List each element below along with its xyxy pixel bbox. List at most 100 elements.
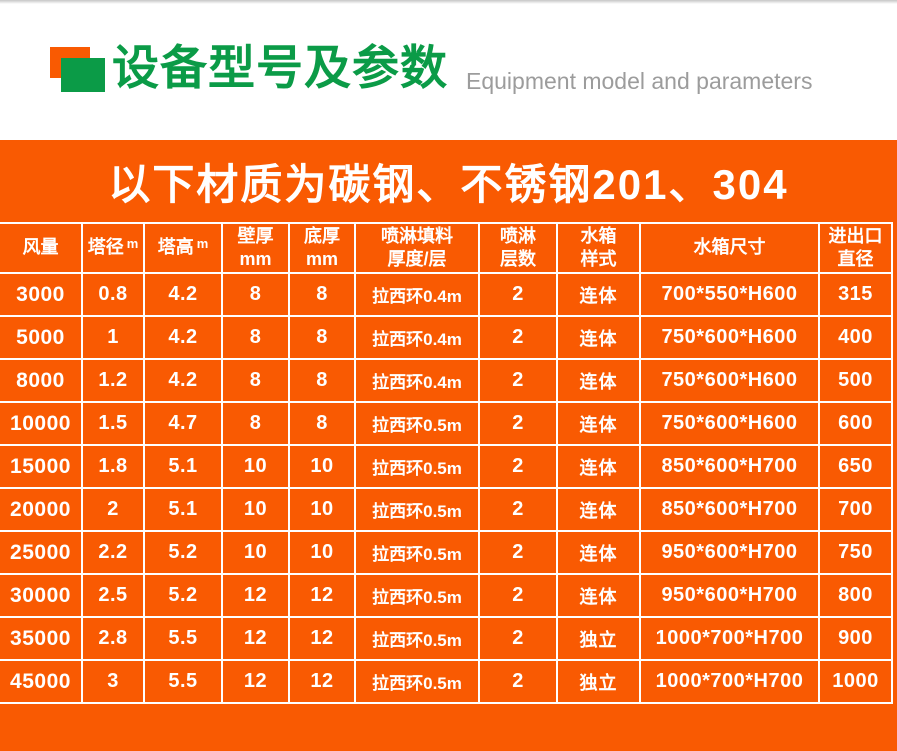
table-cell: 4.2 [145,317,221,358]
table-cell: 1.5 [83,403,143,444]
table-cell: 650 [820,446,891,487]
table-cell: 8 [223,317,288,358]
table-cell: 3000 [0,274,81,315]
table-cell: 1.2 [83,360,143,401]
table-cell: 拉西环0.5m [356,575,478,616]
table-cell: 0.8 [83,274,143,315]
table-cell: 8 [290,403,354,444]
table-cell: 15000 [0,446,81,487]
table-cell: 10 [290,532,354,573]
header-unit: m [126,236,139,252]
table-cell: 2 [480,661,556,702]
header-cell: 进出口 直径 [820,224,891,272]
table-cell: 连体 [558,489,639,530]
table-cell: 750*600*H600 [641,403,818,444]
table-cell: 950*600*H700 [641,532,818,573]
table-cell: 10 [223,489,288,530]
table-cell: 拉西环0.5m [356,446,478,487]
table-cell: 1000*700*H700 [641,661,818,702]
table-cell: 315 [820,274,891,315]
table-cell: 拉西环0.5m [356,403,478,444]
table-cell: 10 [290,446,354,487]
table-cell: 2 [480,446,556,487]
table-cell: 2 [480,618,556,659]
material-banner: 以下材质为碳钢、不锈钢201、304 [108,160,789,208]
table-cell: 10 [223,532,288,573]
table-cell: 2 [480,360,556,401]
header-cell: 风量 [0,224,81,272]
table-cell: 2 [480,532,556,573]
page-title-cn: 设备型号及参数 [112,41,448,94]
table-cell: 拉西环0.4m [356,317,478,358]
spec-table: 风量 塔径 m 塔高 m 壁厚 mm 底厚 mm 喷淋填料 厚度/层 喷淋 层数 水箱 样式 水箱尺寸 进出口直… [0,222,893,704]
header-cell: 塔高 m [145,224,221,272]
header-cell: 水箱尺寸 [641,224,818,272]
table-cell: 拉西环0.5m [356,661,478,702]
table-cell: 拉西环0.5m [356,489,478,530]
table-cell: 5000 [0,317,81,358]
header-cell: 底厚 mm [290,224,354,272]
table-cell: 独立 [558,618,639,659]
table-cell: 2 [83,489,143,530]
table-cell: 拉西环0.5m [356,532,478,573]
table-cell: 3 [83,661,143,702]
page-title-en: Equipment model and parameters [466,68,813,94]
table-cell: 12 [223,575,288,616]
top-divider [0,0,897,4]
table-cell: 750*600*H600 [641,317,818,358]
header-cell: 喷淋 层数 [480,224,556,272]
table-cell: 950*600*H700 [641,575,818,616]
logo-green-square-icon [61,58,105,92]
table-cell: 5.1 [145,446,221,487]
table-cell: 8 [290,360,354,401]
table-cell: 600 [820,403,891,444]
table-cell: 20000 [0,489,81,530]
table-cell: 8000 [0,360,81,401]
table-cell: 2.2 [83,532,143,573]
table-cell: 400 [820,317,891,358]
table-cell: 连体 [558,532,639,573]
spec-table-wrapper: 风量 塔径 m 塔高 m 壁厚 mm 底厚 mm 喷淋填料 厚度/层 喷淋 层数 水箱 样式 水箱尺寸 进出口直… [0,222,897,704]
table-cell: 拉西环0.4m [356,274,478,315]
header-cell: 喷淋填料 厚度/层 [356,224,478,272]
table-cell: 5.2 [145,532,221,573]
table-cell: 2 [480,489,556,530]
table-cell: 25000 [0,532,81,573]
table-cell: 1000 [820,661,891,702]
table-cell: 连体 [558,446,639,487]
table-cell: 12 [290,575,354,616]
table-cell: 2.8 [83,618,143,659]
table-cell: 10 [290,489,354,530]
table-cell: 700 [820,489,891,530]
table-cell: 10 [223,446,288,487]
table-cell: 4.7 [145,403,221,444]
header-unit: m [196,236,209,252]
table-cell: 连体 [558,274,639,315]
table-cell: 850*600*H700 [641,489,818,530]
table-cell: 700*550*H600 [641,274,818,315]
title-section: 设备型号及参数 Equipment model and parameters [0,4,897,140]
table-cell: 1000*700*H700 [641,618,818,659]
table-cell: 2 [480,274,556,315]
table-cell: 1 [83,317,143,358]
table-cell: 独立 [558,661,639,702]
table-cell: 500 [820,360,891,401]
table-cell: 拉西环0.4m [356,360,478,401]
table-cell: 连体 [558,317,639,358]
header-cell: 塔径 m [83,224,143,272]
table-cell: 750*600*H600 [641,360,818,401]
table-cell: 750 [820,532,891,573]
table-cell: 850*600*H700 [641,446,818,487]
table-cell: 12 [290,618,354,659]
table-cell: 连体 [558,360,639,401]
header-cell: 壁厚 mm [223,224,288,272]
table-cell: 5.1 [145,489,221,530]
table-cell: 8 [223,360,288,401]
header-cell: 水箱 样式 [558,224,639,272]
table-cell: 8 [223,403,288,444]
content-area: 以下材质为碳钢、不锈钢201、304 风量 塔径 m 塔高 m 壁厚 mm 底厚 mm 喷淋填料厚… [0,140,897,751]
table-cell: 4.2 [145,360,221,401]
table-cell: 拉西环0.5m [356,618,478,659]
table-cell: 8 [290,317,354,358]
